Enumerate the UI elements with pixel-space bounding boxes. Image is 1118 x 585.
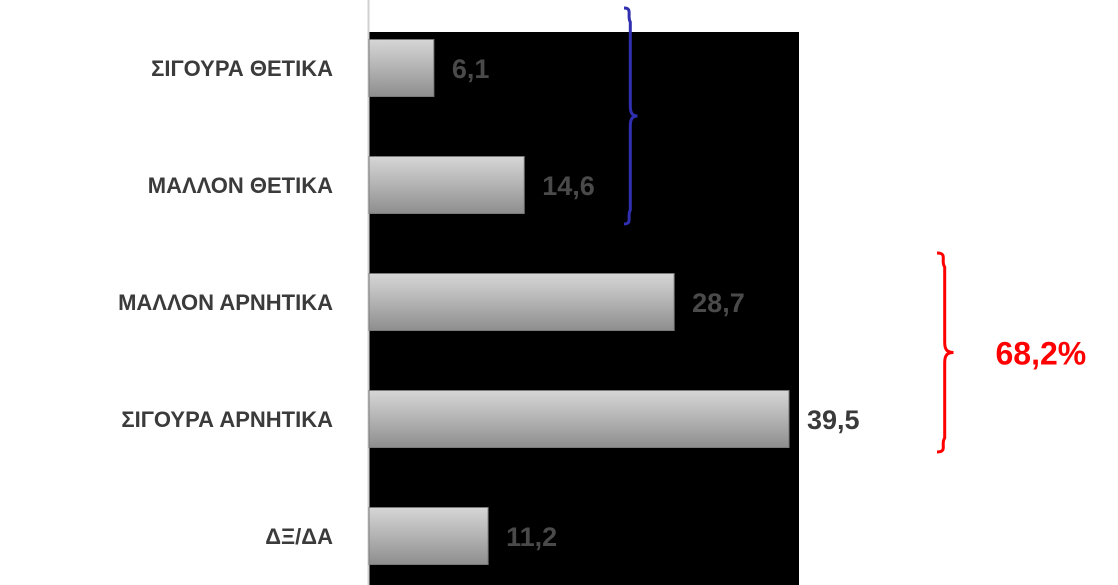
category-label: ΜΑΛΛΟΝ ΑΡΝΗΤΙΚΑ xyxy=(118,290,333,315)
brace-total-label: 68,2% xyxy=(996,336,1087,372)
bar xyxy=(368,390,790,448)
category-label: ΣΙΓΟΥΡΑ ΘΕΤΙΚΑ xyxy=(151,56,333,81)
value-label: 28,7 xyxy=(692,288,745,318)
category-label: ΣΙΓΟΥΡΑ ΑΡΝΗΤΙΚΑ xyxy=(121,407,333,432)
value-label: 39,5 xyxy=(807,405,860,435)
brace xyxy=(623,6,638,226)
category-label: ΜΑΛΛΟΝ ΘΕΤΙΚΑ xyxy=(148,173,333,198)
value-label: 11,2 xyxy=(506,522,557,552)
category-label: ΔΞ/ΔΑ xyxy=(265,524,333,549)
bar xyxy=(368,273,675,331)
bar xyxy=(368,507,489,565)
brace xyxy=(936,251,954,454)
bar xyxy=(368,156,525,214)
value-label: 14,6 xyxy=(542,171,595,201)
value-label: 6,1 xyxy=(452,54,490,84)
bar xyxy=(368,39,435,97)
